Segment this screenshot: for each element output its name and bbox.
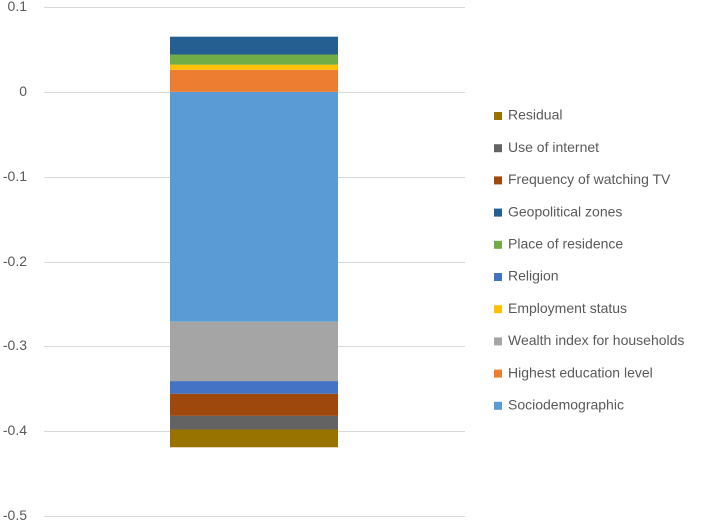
legend-label: Sociodemographic (508, 397, 624, 413)
legend-item: Place of residence (494, 236, 623, 252)
legend-swatch (494, 401, 502, 410)
legend-item: Residual (494, 107, 562, 123)
legend-swatch (494, 208, 502, 217)
legend: Residual Use of internet Frequency of watc… (494, 107, 684, 413)
legend-label: Highest education level (508, 364, 653, 380)
legend-item: Wealth index for households (494, 332, 684, 348)
y-tick-label: -0.1 (3, 168, 27, 184)
bar-segment (170, 415, 338, 430)
legend-swatch (494, 144, 502, 153)
legend-label: Place of residence (508, 236, 623, 252)
legend-item: Use of internet (494, 139, 599, 155)
bar-segment (170, 321, 338, 382)
y-tick-label: 0 (19, 83, 27, 99)
bar-segment (170, 36, 338, 55)
legend-swatch (494, 273, 502, 281)
bar-segment (170, 54, 338, 65)
y-tick-label: 0.1 (8, 0, 28, 14)
legend-swatch (494, 176, 502, 185)
legend-label: Employment status (508, 300, 627, 316)
legend-label: Wealth index for households (508, 332, 684, 348)
legend-label: Use of internet (508, 139, 599, 155)
y-tick-label: -0.3 (3, 337, 27, 353)
legend-item: Employment status (494, 300, 627, 316)
legend-item: Highest education level (494, 364, 653, 380)
y-tick-label: -0.2 (3, 253, 27, 269)
legend-item: Religion (494, 268, 559, 284)
legend-label: Frequency of watching TV (508, 171, 671, 187)
legend-swatch (494, 112, 502, 120)
bar-segment (170, 91, 338, 322)
bar-segment (170, 381, 338, 394)
legend-item: Sociodemographic (494, 397, 624, 413)
legend-label: Residual (508, 107, 562, 123)
y-tick-label: -0.5 (3, 507, 27, 522)
bar-segment (170, 64, 338, 70)
bar-segment (170, 69, 338, 92)
legend-swatch (494, 305, 502, 314)
y-axis-tick-labels: 0.1 0 -0.1 -0.2 -0.3 -0.4 -0.5 (3, 0, 27, 522)
bar-segment (170, 393, 338, 416)
legend-item: Geopolitical zones (494, 203, 622, 219)
legend-swatch (494, 337, 502, 346)
legend-item: Frequency of watching TV (494, 171, 671, 187)
legend-label: Geopolitical zones (508, 203, 622, 219)
legend-label: Religion (508, 268, 559, 284)
stacked-bar (170, 36, 338, 448)
bar-segment (170, 429, 338, 448)
y-tick-label: -0.4 (3, 422, 27, 438)
legend-swatch (494, 240, 502, 249)
legend-swatch (494, 369, 502, 378)
